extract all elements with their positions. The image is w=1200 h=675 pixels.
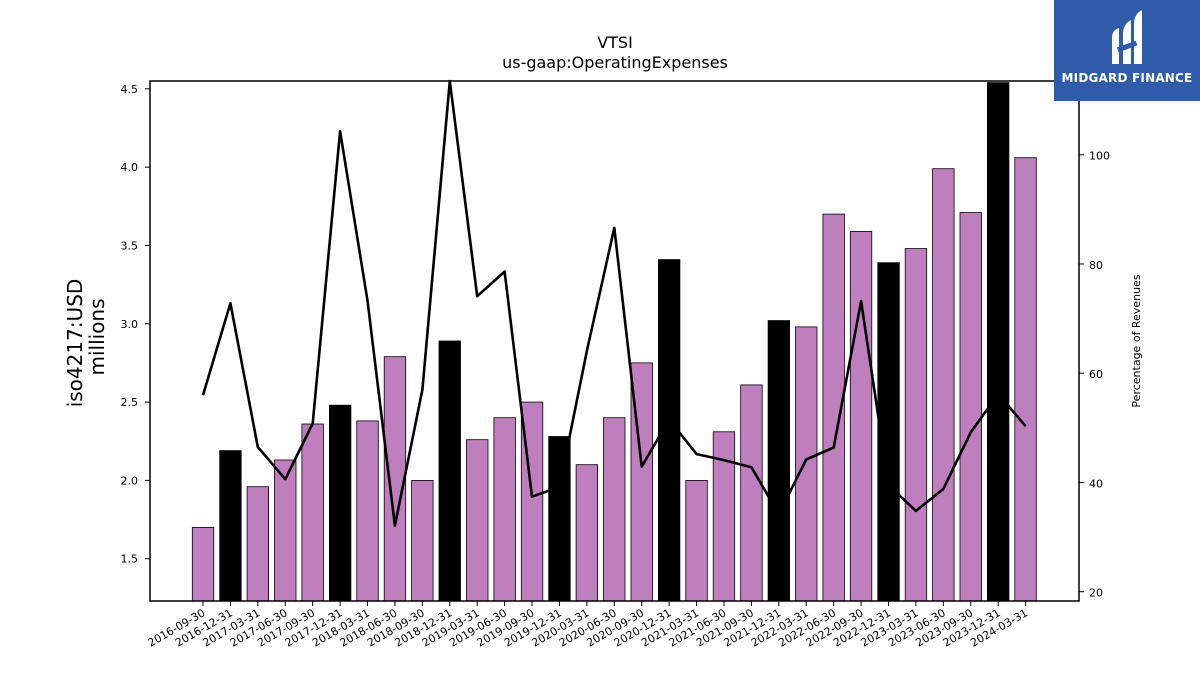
y-axis-units: millions: [85, 298, 109, 375]
bar-series: [191, 82, 1037, 602]
y-tick-label: 3.5: [121, 239, 139, 252]
bar-2019-03-31: [466, 439, 489, 602]
bar-2018-09-30: [411, 479, 434, 602]
bar-2018-03-31: [356, 420, 379, 602]
y-tick-label: 2.0: [121, 474, 139, 487]
chart-title: VTSI: [597, 33, 633, 52]
bar-2017-06-30: [274, 459, 297, 602]
bar-2021-03-31: [685, 479, 708, 602]
y2-tick-label: 40: [1089, 477, 1103, 490]
y-axis-label: iso4217:USD: [63, 279, 87, 408]
bar-2016-12-31: [219, 450, 242, 602]
bar-2020-03-31: [575, 464, 598, 602]
bar-2022-03-31: [795, 326, 818, 602]
chart-subtitle: us-gaap:OperatingExpenses: [502, 53, 728, 72]
y-tick-label: 4.5: [121, 83, 139, 96]
logo-mark-icon: [1112, 10, 1142, 64]
bar-2018-12-31: [438, 340, 461, 602]
bar-2021-09-30: [740, 384, 763, 602]
bar-2023-03-31: [904, 248, 928, 602]
bar-2020-06-30: [603, 417, 626, 602]
logo-name: MIDGARD FINANCE: [1061, 71, 1193, 85]
y2-tick-label: 60: [1089, 368, 1103, 381]
bar-2021-12-31: [767, 320, 790, 602]
y2-tick-label: 80: [1089, 259, 1103, 272]
y-tick-label: 1.5: [121, 553, 139, 566]
bar-2017-03-31: [246, 486, 270, 602]
bar-2023-12-31: [987, 82, 1010, 602]
bar-2024-03-31: [1014, 157, 1037, 602]
y-tick-label: 3.0: [121, 318, 139, 331]
left-axis-ticks: 1.5 2.0 2.5 3.0 3.5 4.0 4.5: [121, 83, 150, 566]
bar-2023-09-30: [959, 212, 982, 602]
bar-2019-06-30: [493, 417, 516, 602]
y-tick-label: 2.5: [121, 396, 139, 409]
bar-2018-06-30: [383, 356, 407, 602]
bar-2016-09-30: [191, 527, 215, 602]
bar-2019-12-31: [548, 436, 571, 602]
right-axis-ticks: 20 40 60 80 100: [1079, 150, 1110, 600]
x-axis-ticks: 2016-09-302016-12-312017-03-312017-06-30…: [146, 601, 1030, 650]
bar-2017-09-30: [301, 423, 324, 602]
bar-2023-06-30: [932, 168, 955, 602]
bar-2017-12-31: [328, 404, 352, 602]
y-tick-label: 4.0: [121, 161, 139, 174]
percentage-line: [201, 79, 1027, 527]
midgard-finance-logo: MIDGARD FINANCE: [1054, 0, 1200, 101]
y2-axis-label: Percentage of Revenues: [1130, 274, 1143, 407]
y2-tick-label: 20: [1089, 587, 1103, 600]
y2-tick-label: 100: [1089, 150, 1110, 163]
bar-2022-09-30: [849, 230, 873, 602]
